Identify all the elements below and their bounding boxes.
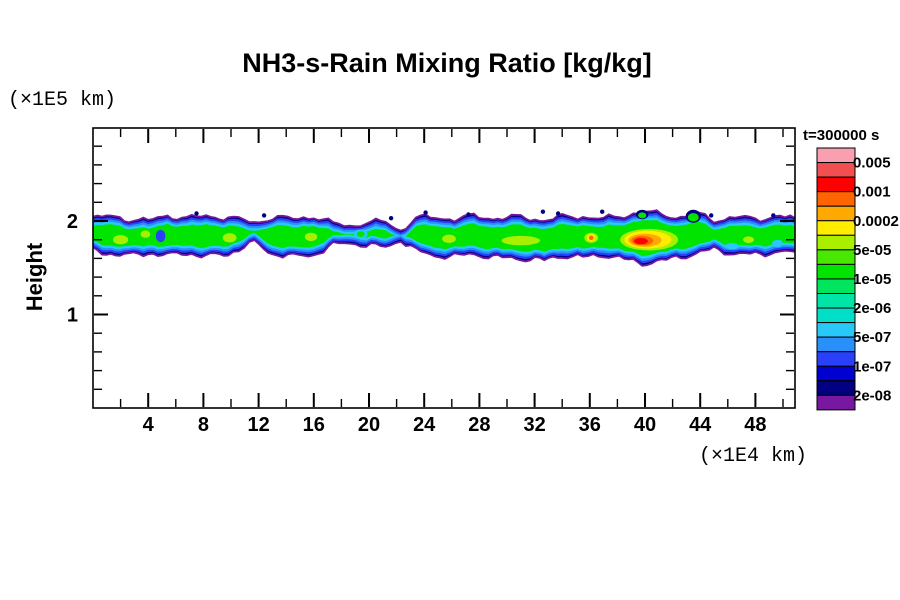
time-label: t=300000 s: [803, 127, 879, 144]
contour-speck: [555, 211, 561, 216]
contour-blob: [634, 237, 648, 245]
contour-blob: [155, 229, 166, 243]
colorbar-cell: [816, 162, 856, 178]
colorbar-label: 5e-07: [853, 329, 891, 346]
contour-speck: [194, 211, 199, 216]
x-tick-label: 16: [303, 414, 325, 436]
contour-blob: [743, 236, 754, 243]
y-tick-label: 1: [67, 305, 78, 327]
contour-speck: [709, 213, 714, 218]
x-tick-label: 32: [523, 414, 545, 436]
colorbar-cell: [816, 278, 856, 295]
colorbar-cell: [816, 351, 856, 367]
x-tick-label: 36: [579, 414, 601, 436]
contour-blob: [501, 235, 541, 246]
x-tick-label: 8: [198, 414, 209, 436]
colorbar-label: 0.005: [853, 155, 891, 172]
y-axis-unit-label: (×1E5 km): [8, 89, 116, 112]
colorbar-cell: [816, 365, 856, 382]
chart-title: NH3-s-Rain Mixing Ratio [kg/kg]: [242, 48, 652, 78]
contour-blob: [772, 239, 783, 248]
contour-blob: [588, 235, 594, 240]
contour-blob: [113, 235, 129, 245]
x-tick-label: 48: [744, 414, 766, 436]
colorbar-cell: [816, 394, 856, 411]
x-tick-label: 12: [247, 414, 269, 436]
colorbar-cell: [816, 205, 856, 222]
colorbar-cell: [816, 220, 856, 236]
colorbar-cell: [816, 147, 856, 164]
x-tick-label: 20: [358, 414, 380, 436]
contour-blob: [356, 231, 365, 237]
contour-blob: [638, 212, 647, 219]
x-tick-label: 28: [468, 414, 490, 436]
contour-blob: [222, 233, 237, 243]
contour-blob: [442, 234, 456, 243]
axis-ticks: [94, 129, 794, 407]
colorbar-cell: [816, 380, 856, 396]
x-tick-label: 24: [413, 414, 436, 436]
contour-speck: [423, 210, 428, 215]
contour-speck: [540, 209, 546, 214]
colorbar-label: 2e-06: [853, 300, 891, 317]
contour-blob: [140, 230, 151, 238]
y-axis-title: Height: [22, 242, 47, 311]
colorbar-cell: [816, 176, 856, 193]
contour-blob: [687, 213, 699, 222]
contour-speck: [466, 212, 471, 217]
x-tick-label: 40: [634, 414, 656, 436]
colorbar-cell: [816, 322, 856, 338]
colorbar-cell: [816, 263, 856, 280]
colorbar-legend: 0.005 0.001 0.0002 5e-05 1e-05 2e-06 5e-07 1e-0…: [816, 147, 899, 411]
contour-speck: [771, 213, 776, 218]
y-tick-label: 2: [67, 211, 78, 233]
x-tick-label: 4: [143, 414, 155, 436]
colorbar-label: 1e-07: [853, 358, 891, 375]
colorbar-cell: [816, 293, 856, 309]
colorbar-cell: [816, 336, 856, 353]
colorbar-label: 2e-08: [853, 387, 891, 404]
colorbar-label: 5e-05: [853, 242, 891, 259]
contour-band: [93, 209, 795, 267]
plot-frame: [92, 127, 796, 409]
colorbar-cell: [816, 234, 856, 251]
colorbar-cell: [816, 249, 856, 265]
contour-blob: [725, 242, 739, 250]
colorbar-label: 0.001: [853, 184, 891, 201]
x-tick-label: 44: [689, 414, 712, 436]
colorbar-cell: [816, 307, 856, 324]
contour-speck: [600, 209, 605, 214]
colorbar-label: 0.0002: [853, 213, 899, 230]
colorbar-cell: [816, 191, 856, 207]
x-axis-unit-label: (×1E4 km): [699, 445, 807, 468]
contour-blob: [304, 232, 318, 242]
contour-speck: [388, 216, 394, 221]
colorbar-label: 1e-05: [853, 271, 891, 288]
contour-speck: [261, 213, 267, 218]
